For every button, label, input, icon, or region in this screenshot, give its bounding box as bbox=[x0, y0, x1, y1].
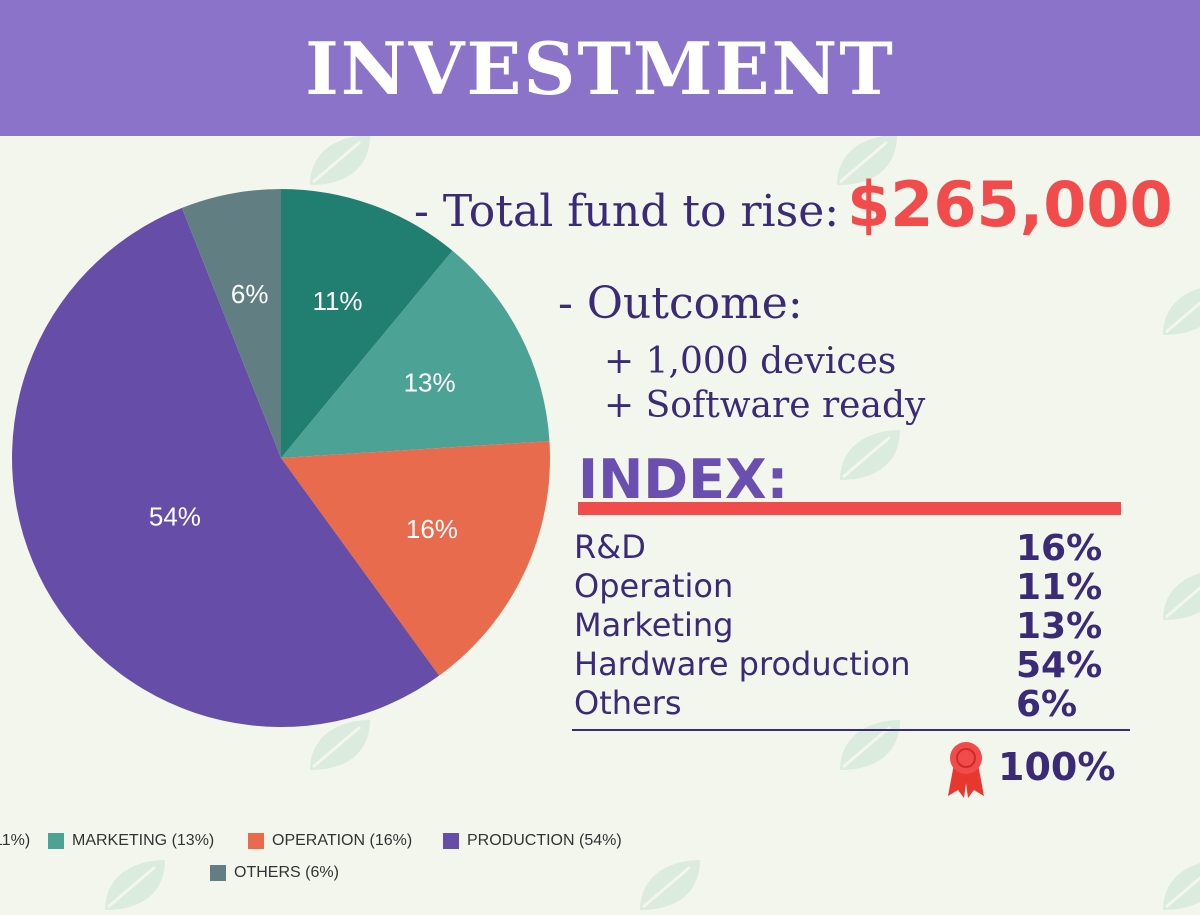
index-row-label: Others bbox=[574, 684, 682, 722]
legend-swatch bbox=[210, 865, 226, 881]
legend-label: OTHERS (6%) bbox=[234, 864, 339, 881]
legend-item[interactable]: OTHERS (6%) bbox=[210, 864, 339, 882]
pie-slice[interactable] bbox=[281, 250, 550, 458]
pie-slice[interactable] bbox=[181, 189, 281, 458]
index-row: Marketing 13% bbox=[574, 606, 1114, 647]
outcome-item: + 1,000 devices bbox=[604, 341, 897, 382]
index-table: R&D 16% Operation 11% Marketing 13% Hard… bbox=[574, 528, 1114, 725]
legend-label: MARKETING (13%) bbox=[72, 832, 215, 849]
total-fund-amount: $265,000 bbox=[847, 168, 1173, 241]
index-row: Operation 11% bbox=[574, 567, 1114, 608]
legend-swatch bbox=[443, 833, 459, 849]
leaf-decoration-icon bbox=[310, 720, 370, 770]
pie-slice-label: 16% bbox=[406, 514, 458, 544]
ribbon-award-icon bbox=[948, 742, 984, 798]
total-fund-label: - Total fund to rise: bbox=[414, 186, 840, 237]
leaf-decoration-icon bbox=[1163, 573, 1200, 620]
legend-item[interactable]: MARKETING (13%) bbox=[48, 832, 214, 850]
leaf-decoration-icon bbox=[310, 135, 370, 185]
index-row-label: R&D bbox=[574, 528, 646, 566]
leaf-decoration-icon bbox=[640, 860, 700, 910]
outcome-label: - Outcome: bbox=[558, 278, 803, 329]
legend-item[interactable]: 11%) bbox=[0, 832, 30, 850]
pie-slice-label: 6% bbox=[231, 279, 269, 309]
legend-swatch bbox=[48, 833, 64, 849]
leaf-decoration-icon bbox=[1163, 288, 1200, 335]
legend-swatch bbox=[248, 833, 264, 849]
index-row-label: Marketing bbox=[574, 606, 734, 644]
index-row-percent: 54% bbox=[1016, 645, 1103, 686]
index-row-percent: 11% bbox=[1016, 567, 1103, 608]
pie-slice[interactable] bbox=[281, 189, 453, 458]
leaf-decoration-icon bbox=[837, 135, 897, 185]
header-banner: INVESTMENT bbox=[0, 0, 1200, 136]
legend-item[interactable]: PRODUCTION (54%) bbox=[443, 832, 622, 850]
index-row: Hardware production 54% bbox=[574, 645, 1114, 686]
index-total-percent: 100% bbox=[998, 745, 1116, 789]
pie-slice[interactable] bbox=[12, 207, 440, 727]
index-row-label: Hardware production bbox=[574, 645, 911, 683]
legend-label: OPERATION (16%) bbox=[272, 832, 413, 849]
page-title: INVESTMENT bbox=[305, 25, 895, 111]
outcome-item: + Software ready bbox=[604, 385, 926, 426]
index-row-percent: 16% bbox=[1016, 528, 1103, 569]
pie-slice-label: 54% bbox=[149, 501, 201, 531]
pie-slice-label: 13% bbox=[404, 367, 456, 397]
index-title: INDEX: bbox=[578, 448, 789, 511]
total-fund-line: - Total fund to rise: $265,000 bbox=[414, 168, 1173, 241]
investment-pie-chart: 11% 13% 16% 54% 6% bbox=[12, 189, 551, 727]
index-underline-bar bbox=[578, 502, 1121, 515]
index-total-divider bbox=[572, 729, 1130, 731]
legend-label: 11%) bbox=[0, 832, 31, 849]
leaf-decoration-icon bbox=[840, 430, 900, 480]
index-row: R&D 16% bbox=[574, 528, 1114, 569]
index-row-label: Operation bbox=[574, 567, 734, 605]
leaf-decoration-icon bbox=[105, 860, 165, 910]
legend-label: PRODUCTION (54%) bbox=[467, 832, 622, 849]
leaf-decoration-icon bbox=[1163, 863, 1200, 910]
outcome-list: + 1,000 devices + Software ready bbox=[604, 340, 925, 428]
legend-item[interactable]: OPERATION (16%) bbox=[248, 832, 412, 850]
index-row: Others 6% bbox=[574, 684, 1114, 725]
leaf-decoration-icon bbox=[840, 720, 900, 770]
index-row-percent: 6% bbox=[1016, 684, 1078, 725]
index-row-percent: 13% bbox=[1016, 606, 1103, 647]
pie-slice[interactable] bbox=[281, 441, 551, 676]
pie-slice-label: 11% bbox=[312, 286, 362, 316]
